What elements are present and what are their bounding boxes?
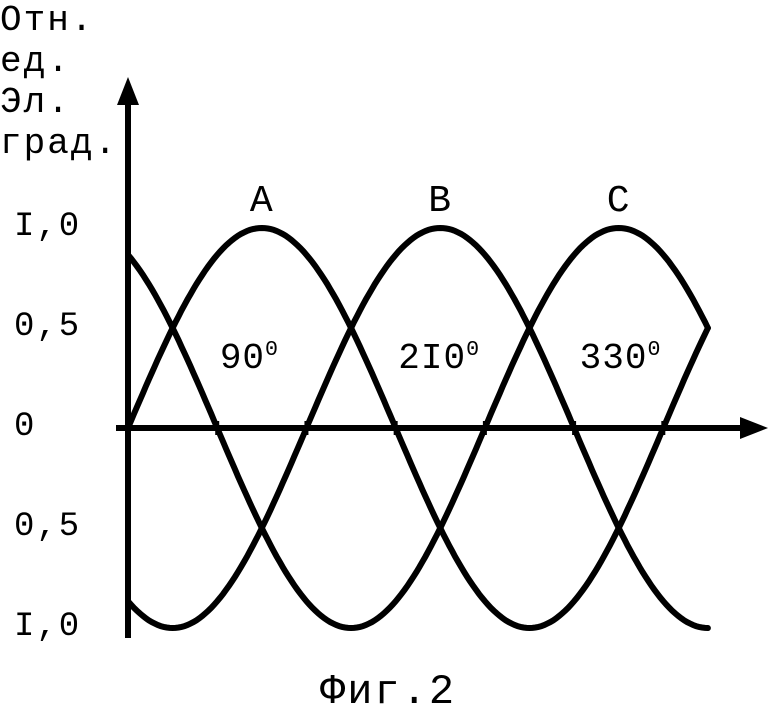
curve-label-A: A: [250, 180, 273, 223]
curve-label-B: B: [428, 180, 451, 223]
peak-annotation: 2I00: [398, 338, 480, 379]
y-tick-label: 0,5: [14, 308, 81, 346]
peak-annotation: 3300: [580, 338, 662, 379]
y-tick-label: I,0: [14, 208, 81, 246]
y-tick-label: I,0: [14, 608, 81, 646]
chart-container: { "meta": { "width_px": 780, "height_px"…: [0, 0, 780, 721]
peak-annotation: 900: [220, 338, 279, 379]
plot-svg: [0, 0, 780, 721]
y-tick-label: 0,5: [14, 508, 81, 546]
x-axis-arrow: [740, 417, 768, 439]
curve-label-C: C: [607, 180, 630, 223]
figure-caption: Фиг.2: [320, 668, 456, 716]
y-tick-label: 0: [14, 408, 36, 446]
y-axis-arrow: [117, 77, 139, 105]
